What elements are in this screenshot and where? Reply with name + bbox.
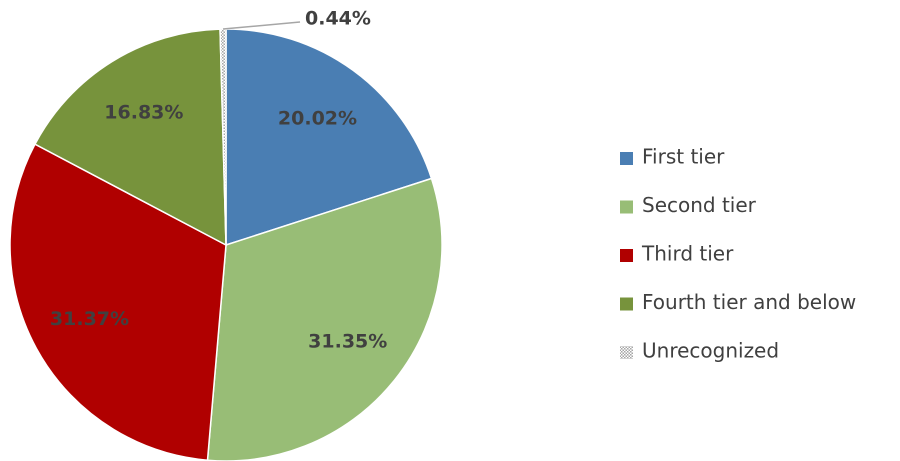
data-label: 16.83%: [104, 101, 183, 123]
legend-swatch: [620, 297, 633, 311]
data-label: 20.02%: [278, 108, 357, 130]
legend-label: Second tier: [642, 193, 757, 217]
data-label: 31.35%: [308, 330, 387, 352]
legend-label: First tier: [642, 145, 725, 169]
legend-swatch: [620, 346, 633, 359]
legend-label: Unrecognized: [642, 339, 779, 363]
legend-swatch: [620, 152, 633, 165]
legend-label: Third tier: [641, 242, 734, 266]
pie-slice: [9, 143, 227, 461]
data-label: 0.44%: [305, 8, 371, 30]
legend-label: Fourth tier and below: [642, 290, 856, 314]
pie-slice: [33, 28, 227, 247]
leader-line: [222, 21, 301, 30]
legend-swatch: [620, 200, 633, 214]
legend-swatch: [620, 249, 633, 262]
pie-slice: [206, 177, 443, 461]
data-label: 31.37%: [50, 308, 129, 330]
pie-slice: [225, 28, 433, 247]
